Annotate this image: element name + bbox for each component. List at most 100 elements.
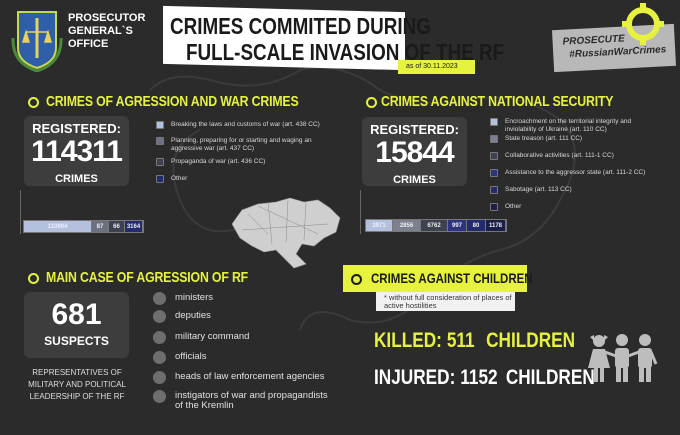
legend-swatch [490, 203, 498, 211]
legend-label: Other [171, 175, 188, 182]
legend-label: Assistance to the aggressor state (art. … [505, 169, 646, 176]
ukraine-map [231, 197, 341, 269]
killed-unit: CHILDREN [486, 329, 576, 352]
bullet-icon [153, 331, 166, 344]
suspect-category-item: officials [153, 351, 333, 364]
page-title-line1: CRIMES COMMITED DURING [170, 13, 431, 39]
legend-item: State treason (art. 111 CC) [490, 135, 650, 143]
legend-label: Propaganda of war (art. 436 CC) [171, 158, 266, 165]
bar-segment: 80 [467, 220, 486, 231]
suspect-category-label: officials [175, 351, 207, 362]
bar-segment: 3164 [125, 221, 143, 232]
legend-label: Other [505, 203, 522, 210]
legend-swatch [490, 169, 498, 177]
legend-label: Planning, preparing for or starting and … [171, 137, 312, 152]
suspect-category-item: heads of law enforcement agencies [153, 371, 333, 384]
legend-label: Sabotage (art. 113 CC) [505, 186, 572, 193]
killed-count: 511 [446, 329, 475, 352]
legend-item: Collaborative activities (art. 111-1 CC) [490, 152, 650, 160]
main-case-description: REPRESENTATIVES OF MILITARY AND POLITICA… [28, 368, 126, 401]
injured-unit: CHILDREN [505, 366, 595, 389]
target-logo-icon [622, 3, 664, 45]
legend-item: Encroachment on the territorial integrit… [490, 118, 650, 133]
bullet-icon [153, 351, 166, 364]
legend-item: Breaking the laws and customs of war (ar… [156, 121, 336, 129]
war-crimes-registered-box: REGISTERED: 114311 CRIMES [24, 116, 129, 186]
target-icon [28, 97, 39, 108]
prosecutor-shield-logo [11, 11, 63, 72]
org-name-line: GENERAL`S [68, 25, 133, 37]
killed-children-line: KILLED: 511 CHILDREN [374, 329, 575, 353]
target-icon [28, 273, 39, 284]
legend-item: Other [490, 203, 650, 211]
bar-segment: 110994 [24, 221, 92, 232]
org-name-line: PROSECUTOR [68, 12, 146, 24]
legend-item: Assistance to the aggressor state (art. … [490, 169, 650, 177]
suspects-unit: SUSPECTS [44, 334, 109, 348]
war-crimes-title: CRIMES OF AGRESSION AND WAR CRIMES [46, 93, 299, 110]
registered-label: REGISTERED: [32, 121, 121, 136]
war-crimes-bar: 110994 87 66 3164 [23, 220, 144, 233]
org-name-line: OFFICE [68, 38, 109, 50]
legend-swatch [156, 175, 164, 183]
children-icon [588, 334, 658, 382]
suspect-category-item: deputies [153, 310, 333, 323]
bar-segment: 3971 [366, 220, 393, 231]
injured-children-line: INJURED: 1152 CHILDREN [374, 366, 595, 390]
registered-count: 114311 [31, 135, 123, 168]
national-security-bar: 3971 2856 6762 997 80 1178 [365, 219, 507, 232]
national-security-legend: Encroachment on the territorial integrit… [490, 118, 650, 211]
suspect-category-label: heads of law enforcement agencies [175, 371, 325, 382]
suspect-categories-list: ministers deputies military command officia… [153, 292, 333, 411]
suspect-category-item: military command [153, 331, 333, 344]
legend-item: Planning, preparing for or starting and … [156, 137, 336, 152]
bar-segment: 87 [92, 221, 109, 232]
date-tag: as of 30.11.2023 [398, 60, 475, 74]
suspect-category-label: deputies [175, 310, 211, 321]
legend-swatch [490, 152, 498, 160]
legend-item: Other [156, 175, 336, 183]
bar-segment: 1178 [486, 220, 506, 231]
main-case-title: MAIN CASE OF AGRESSION OF RF [46, 269, 249, 286]
war-crimes-legend: Breaking the laws and customs of war (ar… [156, 121, 336, 183]
children-note: * without full consideration of places o… [376, 292, 515, 311]
children-title: CRIMES AGAINST CHILDREN [371, 270, 533, 286]
target-icon [351, 274, 362, 285]
national-security-registered-box: REGISTERED: 15844 CRIMES [362, 117, 467, 186]
registered-label: REGISTERED: [370, 122, 459, 137]
suspects-count: 681 [51, 298, 102, 331]
suspect-category-label: instigators of war and propagandists of … [175, 390, 328, 411]
bullet-icon [153, 292, 166, 305]
legend-swatch [490, 186, 498, 194]
suspects-box: 681 SUSPECTS [24, 292, 129, 358]
bullet-icon [153, 310, 166, 323]
national-security-title: CRIMES AGAINST NATIONAL SECURITY [381, 93, 614, 110]
divider [20, 190, 21, 234]
legend-swatch [490, 135, 498, 143]
legend-item: Sabotage (art. 113 CC) [490, 186, 650, 194]
suspect-category-item: ministers [153, 292, 333, 305]
injured-label: INJURED: [374, 366, 456, 389]
legend-swatch [156, 158, 164, 166]
bar-segment: 66 [109, 221, 125, 232]
legend-swatch [490, 118, 498, 126]
legend-item: Propaganda of war (art. 436 CC) [156, 158, 336, 166]
killed-label: KILLED: [374, 329, 442, 352]
bar-segment: 997 [448, 220, 467, 231]
registered-unit: CRIMES [55, 173, 98, 185]
suspect-category-label: military command [175, 331, 250, 342]
suspect-category-label: ministers [175, 292, 214, 303]
legend-label: Encroachment on the territorial integrit… [505, 118, 632, 133]
legend-swatch [156, 137, 164, 145]
bullet-icon [153, 390, 166, 403]
legend-swatch [156, 121, 164, 129]
target-icon [366, 97, 377, 108]
divider [360, 190, 361, 234]
bar-segment: 2856 [393, 220, 421, 231]
bullet-icon [153, 371, 166, 384]
legend-label: Collaborative activities (art. 111-1 CC) [505, 152, 614, 159]
legend-label: State treason (art. 111 CC) [505, 135, 583, 142]
legend-label: Breaking the laws and customs of war (ar… [171, 121, 320, 128]
suspect-category-item: instigators of war and propagandists of … [153, 390, 333, 411]
registered-unit: CRIMES [393, 174, 436, 186]
